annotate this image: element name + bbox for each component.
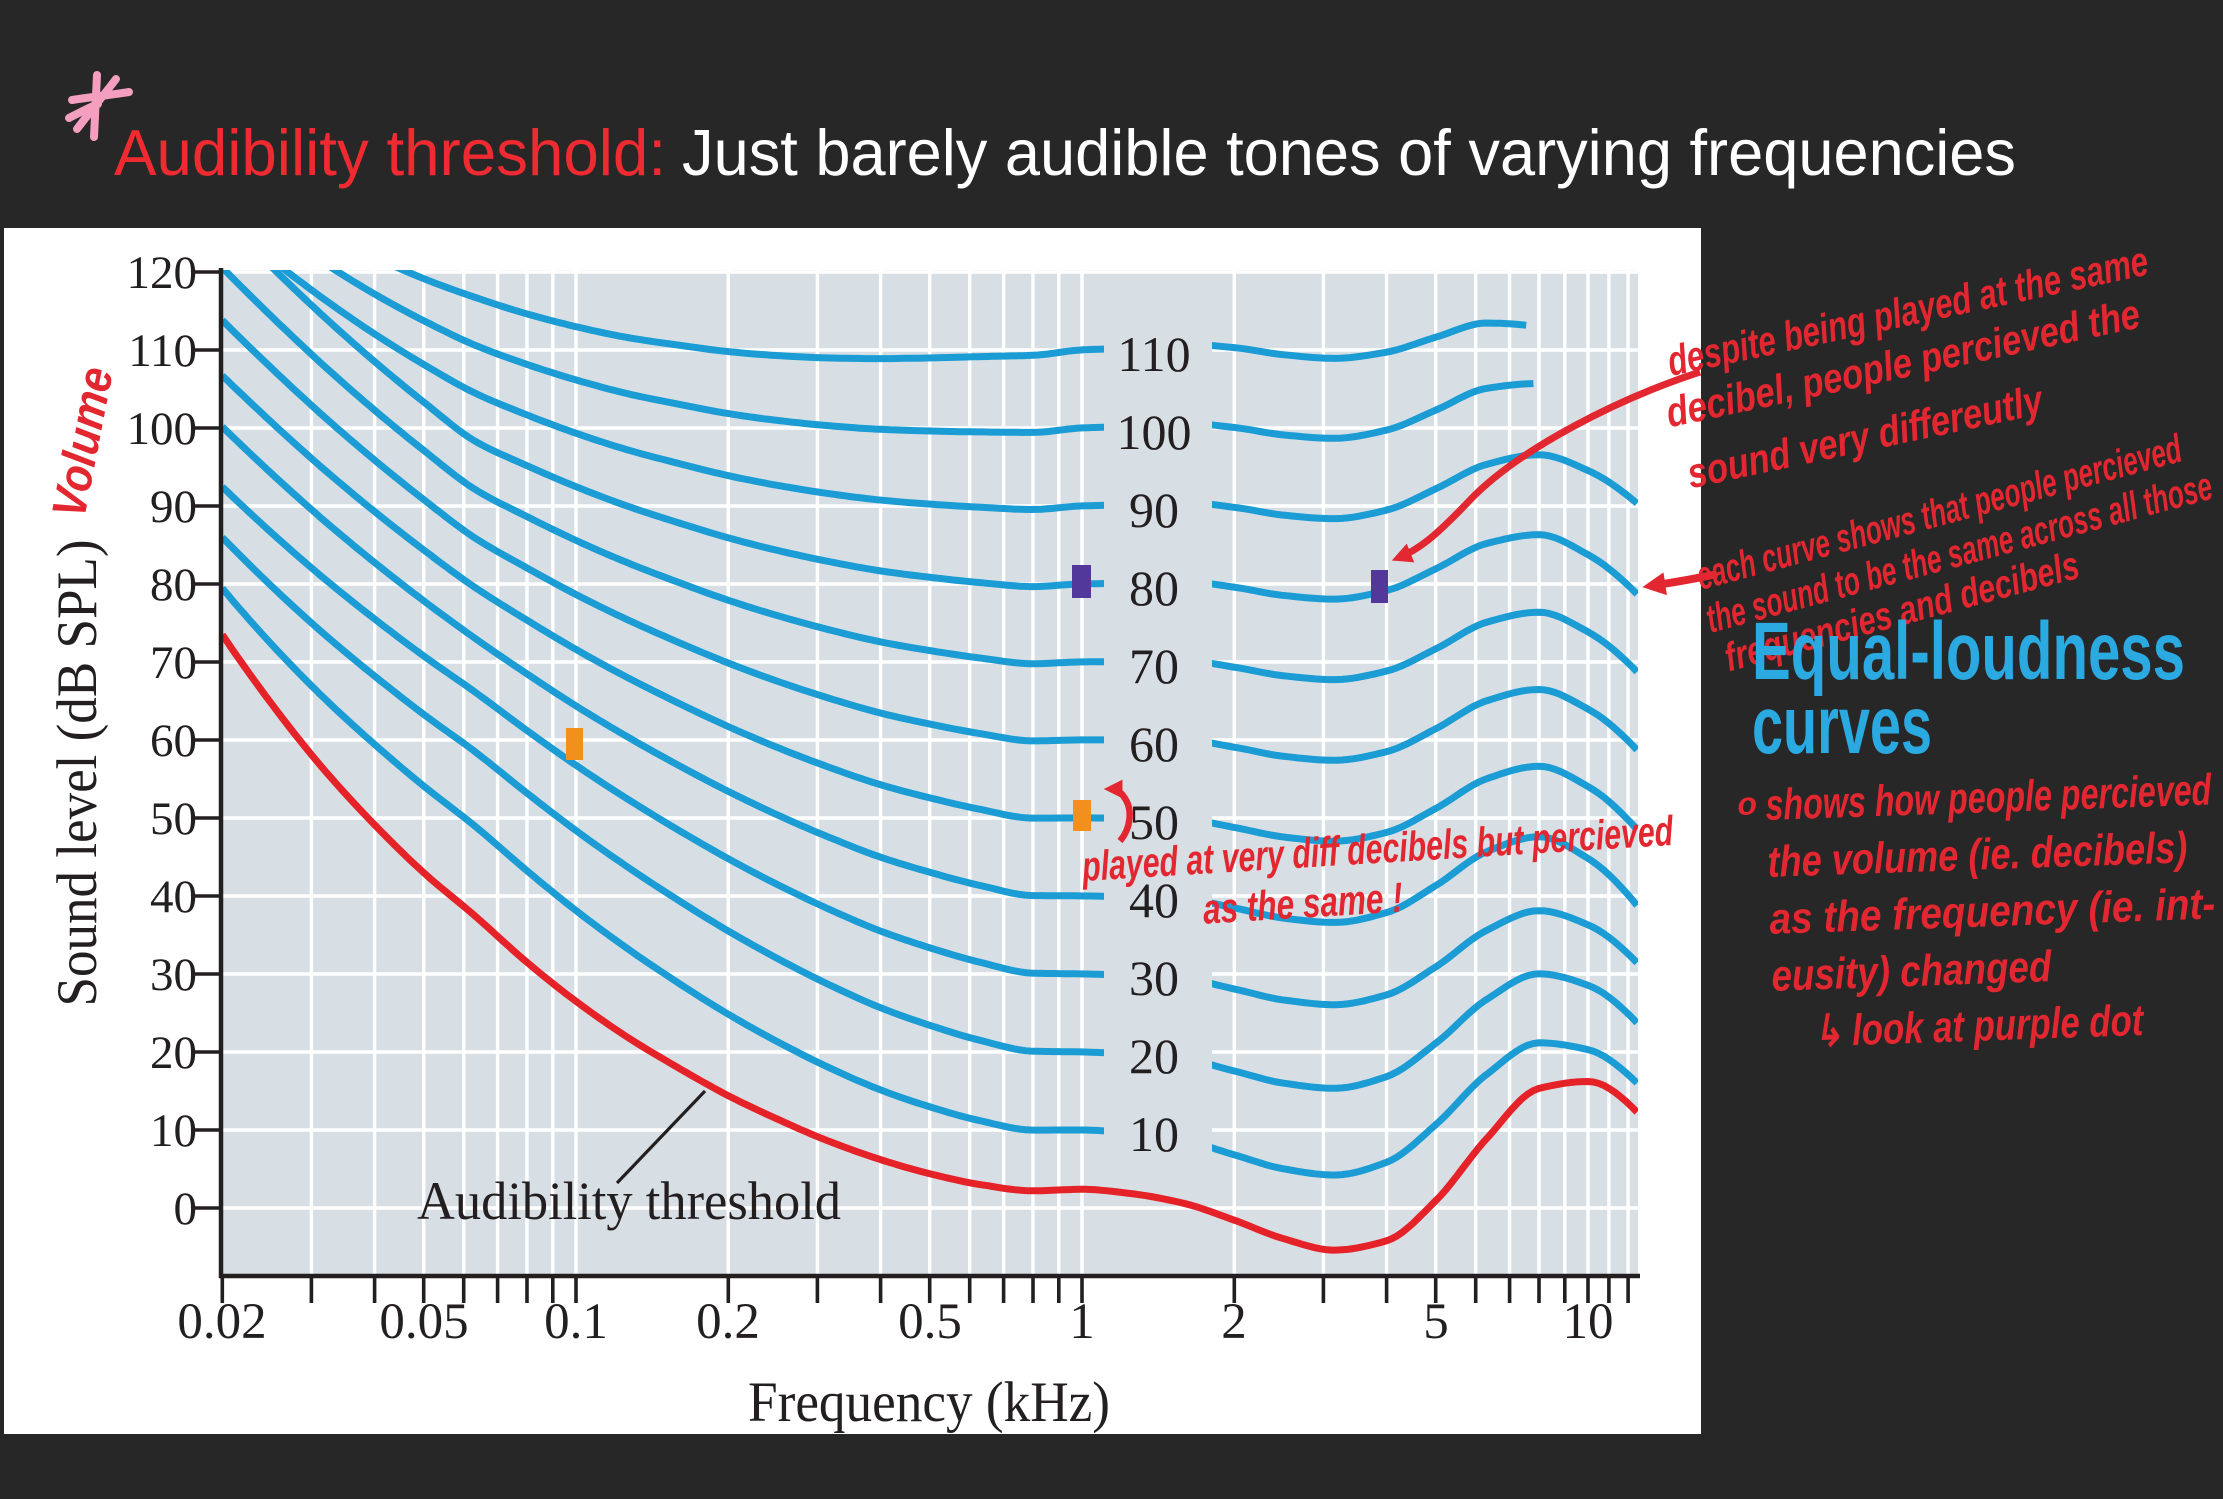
svg-text:90: 90 [1129, 482, 1179, 538]
svg-text:120: 120 [127, 247, 198, 299]
svg-text:10: 10 [1563, 1294, 1614, 1350]
svg-text:110: 110 [1117, 326, 1190, 382]
svg-text:0: 0 [174, 1183, 198, 1235]
svg-text:60: 60 [150, 715, 197, 767]
svg-text:2: 2 [1221, 1294, 1247, 1350]
svg-text:Sound level (dB SPL): Sound level (dB SPL) [46, 540, 109, 1007]
svg-text:40: 40 [1129, 872, 1179, 928]
svg-text:Audibility threshold: Audibility threshold [417, 1171, 841, 1231]
svg-text:50: 50 [150, 793, 197, 845]
svg-text:o: o [1737, 785, 1758, 822]
svg-text:↳ look at purple dot: ↳ look at purple dot [1813, 996, 2146, 1057]
svg-text:0.02: 0.02 [177, 1294, 266, 1350]
svg-text:30: 30 [1129, 950, 1179, 1006]
svg-text:20: 20 [1129, 1028, 1179, 1084]
svg-text:Just barely audible tones of v: Just barely audible tones of varying fre… [682, 116, 2016, 189]
svg-text:Equal-loudness: Equal-loudness [1752, 606, 2185, 697]
svg-text:0.2: 0.2 [696, 1294, 760, 1350]
svg-text:70: 70 [150, 637, 197, 689]
svg-text:90: 90 [150, 481, 197, 533]
svg-text:60: 60 [1129, 716, 1179, 772]
svg-text:0.1: 0.1 [544, 1294, 608, 1350]
svg-text:80: 80 [150, 559, 197, 611]
svg-text:curves: curves [1752, 680, 1932, 771]
svg-text:Frequency (kHz): Frequency (kHz) [748, 1371, 1110, 1434]
svg-text:70: 70 [1129, 638, 1179, 694]
svg-text:110: 110 [128, 325, 197, 377]
svg-text:100: 100 [1117, 404, 1192, 460]
svg-text:20: 20 [150, 1027, 197, 1079]
svg-text:100: 100 [127, 403, 198, 455]
svg-text:0.5: 0.5 [898, 1294, 962, 1350]
svg-text:30: 30 [150, 949, 197, 1001]
svg-text:0.05: 0.05 [379, 1294, 468, 1350]
svg-text:eusity) changed: eusity) changed [1771, 942, 2053, 1001]
svg-text:80: 80 [1129, 560, 1179, 616]
svg-text:40: 40 [150, 871, 197, 923]
svg-text:50: 50 [1129, 794, 1179, 850]
svg-text:1: 1 [1069, 1294, 1095, 1350]
svg-text:10: 10 [150, 1105, 197, 1157]
svg-text:5: 5 [1423, 1294, 1449, 1350]
svg-text:10: 10 [1129, 1106, 1179, 1162]
svg-text:Audibility threshold:: Audibility threshold: [114, 116, 666, 189]
